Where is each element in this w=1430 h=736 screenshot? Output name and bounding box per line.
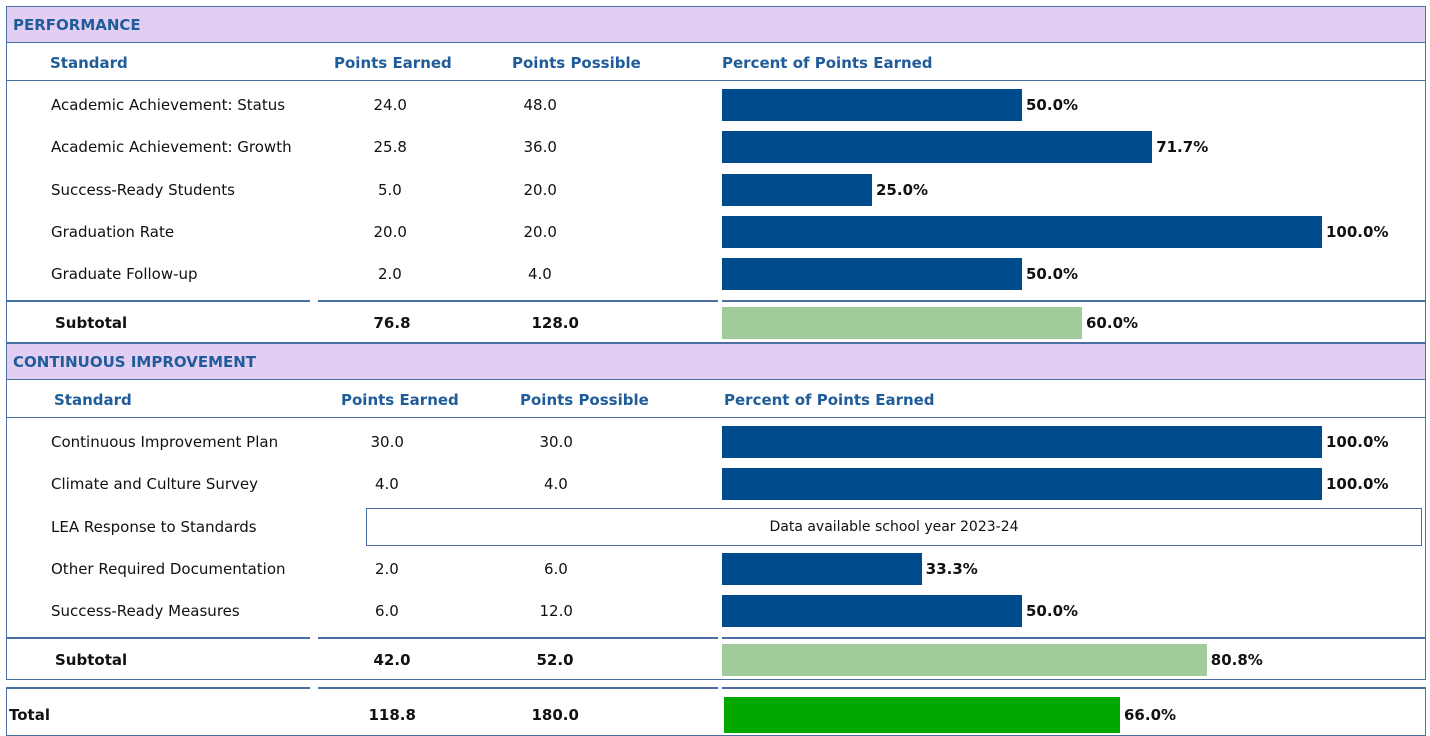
points-possible: 4.0 bbox=[528, 265, 552, 284]
note-box: Data available school year 2023-24 bbox=[366, 507, 1422, 546]
percent-bar bbox=[722, 552, 922, 585]
subtotal-rule bbox=[6, 300, 310, 302]
column-header: Points Possible bbox=[512, 54, 641, 72]
percent-bar bbox=[722, 173, 872, 206]
points-possible: 4.0 bbox=[544, 475, 568, 494]
points-possible: 20.0 bbox=[523, 180, 557, 199]
header-rule bbox=[6, 80, 1426, 81]
total-rule bbox=[478, 687, 718, 689]
total-frame bbox=[6, 689, 1426, 736]
total-earned: 118.8 bbox=[368, 706, 416, 724]
standard-name: Success-Ready Students bbox=[51, 180, 235, 199]
standard-name: Graduate Follow-up bbox=[51, 265, 198, 284]
standard-name: Graduation Rate bbox=[51, 222, 175, 241]
percent-bar bbox=[722, 89, 1022, 121]
subtotal-rule bbox=[6, 637, 310, 639]
standard-name: Success-Ready Measures bbox=[51, 602, 240, 621]
total-rule bbox=[6, 687, 310, 689]
percent-bar bbox=[722, 426, 1322, 458]
points-earned: 30.0 bbox=[370, 433, 404, 451]
percent-label: 100.0% bbox=[1326, 433, 1389, 451]
subtotal-earned: 42.0 bbox=[373, 651, 411, 669]
points-earned: 24.0 bbox=[373, 96, 407, 114]
percent-label: 71.7% bbox=[1156, 138, 1209, 157]
points-possible: 12.0 bbox=[539, 602, 573, 621]
percent-bar bbox=[722, 644, 1207, 676]
percent-bar bbox=[724, 697, 1120, 733]
points-possible: 48.0 bbox=[523, 96, 557, 114]
column-header: Standard bbox=[50, 54, 128, 72]
points-possible: 6.0 bbox=[544, 559, 568, 578]
points-earned: 6.0 bbox=[375, 602, 399, 621]
percent-label: 80.8% bbox=[1210, 651, 1263, 669]
percent-label: 100.0% bbox=[1326, 475, 1389, 494]
percent-bar bbox=[722, 215, 1322, 248]
standard-name: Academic Achievement: Growth bbox=[51, 138, 292, 157]
points-earned: 20.0 bbox=[373, 222, 407, 241]
standard-name: LEA Response to Standards bbox=[51, 517, 257, 536]
total-label: Total bbox=[9, 706, 50, 724]
percent-bar bbox=[722, 468, 1322, 501]
header-rule bbox=[6, 417, 1426, 418]
subtotal-rule bbox=[722, 300, 1426, 302]
column-header: Percent of Points Earned bbox=[722, 54, 933, 72]
section-title: PERFORMANCE bbox=[13, 16, 141, 34]
subtotal-rule bbox=[478, 300, 718, 302]
percent-label: 100.0% bbox=[1326, 222, 1389, 241]
points-earned: 25.8 bbox=[373, 138, 407, 157]
points-earned: 4.0 bbox=[375, 475, 399, 494]
points-earned: 2.0 bbox=[378, 265, 402, 284]
standard-name: Continuous Improvement Plan bbox=[51, 433, 279, 451]
standard-name: Academic Achievement: Status bbox=[51, 96, 286, 114]
percent-bar bbox=[722, 307, 1082, 339]
standard-name: Climate and Culture Survey bbox=[51, 475, 259, 494]
percent-label: 50.0% bbox=[1026, 602, 1079, 621]
section-frame bbox=[6, 380, 1426, 680]
percent-bar bbox=[722, 595, 1022, 628]
column-header: Percent of Points Earned bbox=[724, 391, 935, 409]
subtotal-rule bbox=[318, 637, 480, 639]
subtotal-label: Subtotal bbox=[55, 314, 128, 332]
percent-bar bbox=[722, 258, 1022, 291]
column-header: Points Possible bbox=[520, 391, 649, 409]
total-possible: 180.0 bbox=[531, 706, 579, 724]
section-header bbox=[6, 343, 1426, 380]
section-frame bbox=[6, 43, 1426, 343]
column-header: Standard bbox=[54, 391, 132, 409]
total-rule bbox=[722, 687, 1426, 689]
subtotal-possible: 128.0 bbox=[531, 314, 579, 332]
section-title: CONTINUOUS IMPROVEMENT bbox=[13, 353, 257, 371]
subtotal-earned: 76.8 bbox=[373, 314, 411, 332]
subtotal-rule bbox=[318, 300, 480, 302]
total-rule bbox=[318, 687, 480, 689]
subtotal-label: Subtotal bbox=[55, 651, 128, 669]
column-header: Points Earned bbox=[334, 54, 452, 72]
subtotal-rule bbox=[722, 637, 1426, 639]
percent-label: 50.0% bbox=[1026, 96, 1079, 114]
standard-name: Other Required Documentation bbox=[51, 559, 286, 578]
subtotal-possible: 52.0 bbox=[536, 651, 574, 669]
section-header bbox=[6, 6, 1426, 43]
percent-label: 66.0% bbox=[1124, 706, 1177, 724]
points-possible: 30.0 bbox=[539, 433, 573, 451]
percent-label: 50.0% bbox=[1026, 265, 1079, 284]
percent-label: 60.0% bbox=[1086, 314, 1139, 332]
percent-label: 33.3% bbox=[925, 559, 978, 578]
column-header: Points Earned bbox=[341, 391, 459, 409]
percent-label: 25.0% bbox=[876, 180, 929, 199]
points-earned: 5.0 bbox=[378, 180, 402, 199]
percent-bar bbox=[722, 131, 1153, 164]
points-possible: 36.0 bbox=[523, 138, 557, 157]
points-earned: 2.0 bbox=[375, 559, 399, 578]
points-possible: 20.0 bbox=[523, 222, 557, 241]
subtotal-rule bbox=[478, 637, 718, 639]
